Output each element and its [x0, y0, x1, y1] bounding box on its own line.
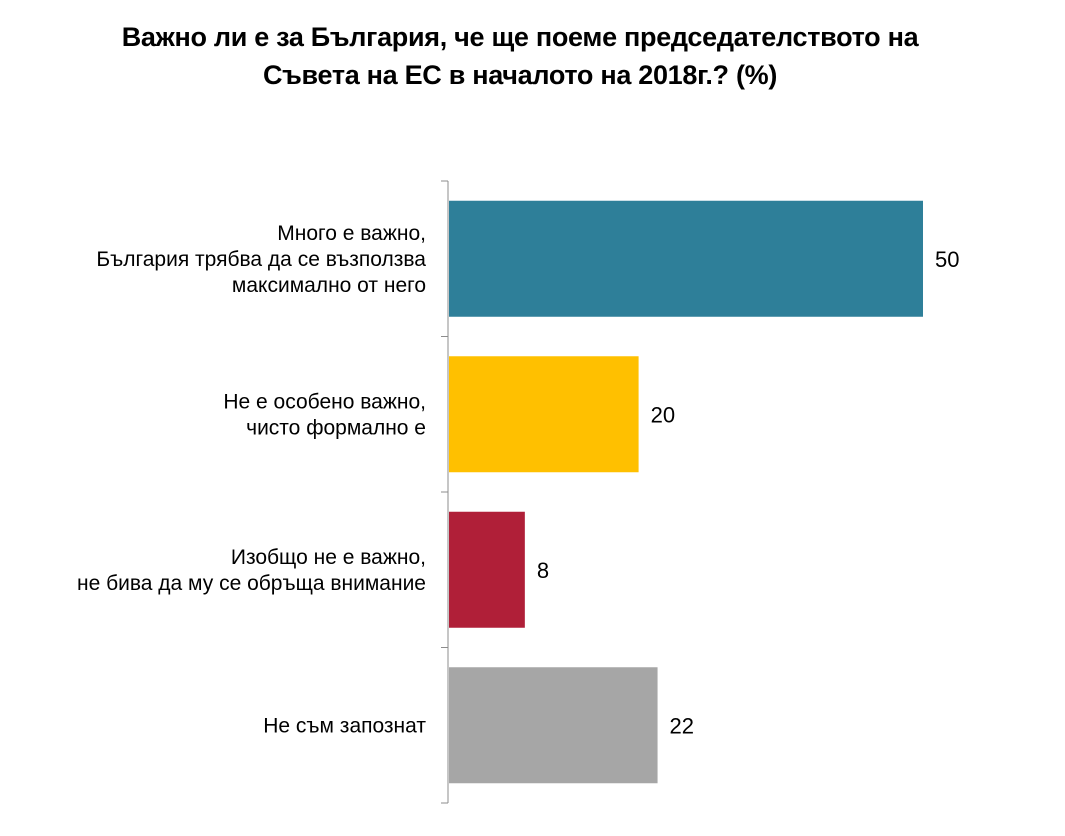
bar-4 — [449, 667, 658, 784]
bar-1 — [449, 200, 923, 317]
category-axis — [441, 180, 449, 804]
value-label-4: 22 — [670, 713, 694, 738]
category-label-line: не бива да му се обръща внимание — [77, 572, 426, 595]
chart-title-line-1: Важно ли е за България, че ще поеме пред… — [121, 22, 919, 52]
category-label-line: Изобщо не е важно, — [231, 546, 426, 569]
category-label-4: Не съм запознат — [263, 714, 426, 737]
bars — [449, 200, 923, 784]
value-label-1: 50 — [935, 247, 959, 272]
value-label-3: 8 — [537, 558, 549, 583]
bar-3 — [449, 511, 525, 628]
category-label-line: Не съм запознат — [263, 714, 426, 737]
category-label-2: Не е особено важно, чисто формално е — [223, 390, 426, 439]
chart-title: Важно ли е за България, че ще поеме пред… — [0, 18, 1040, 94]
category-label-line: максимално от него — [232, 274, 426, 297]
labels: 50 Много е важно, България трябва да се въ… — [77, 222, 960, 739]
category-label-line: България трябва да се възползва — [96, 248, 426, 271]
category-label-3: Изобщо не е важно, не бива да му се обръщ… — [77, 546, 426, 595]
bar-2 — [449, 356, 639, 473]
category-label-line: Не е особено важно, — [223, 390, 426, 413]
category-label-line: Много е важно, — [277, 222, 426, 245]
category-label-line: чисто формално е — [246, 416, 426, 439]
chart-title-line-2: Съвета на ЕС в началото на 2018г.? (%) — [262, 60, 778, 90]
category-label-1: Много е важно, България трябва да се възп… — [96, 222, 426, 297]
value-label-2: 20 — [651, 402, 675, 427]
